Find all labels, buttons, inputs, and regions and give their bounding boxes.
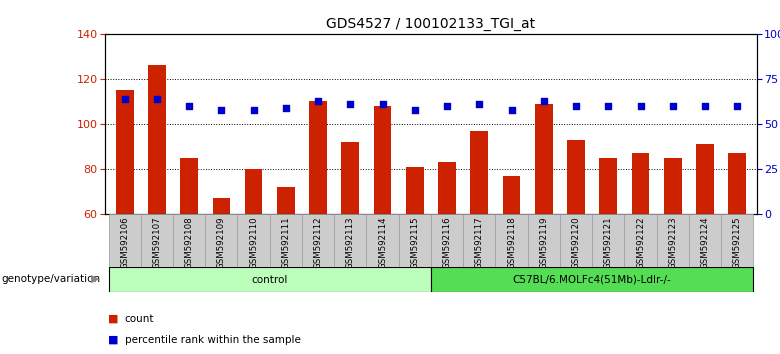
Point [634, 103, 647, 109]
Bar [528, 214, 560, 267]
Point [344, 101, 356, 107]
Text: C57BL/6.MOLFc4(51Mb)-Ldlr-/-: C57BL/6.MOLFc4(51Mb)-Ldlr-/- [512, 275, 672, 285]
Text: GSM592120: GSM592120 [572, 217, 580, 269]
Text: GSM592118: GSM592118 [507, 217, 516, 269]
Point [731, 103, 743, 109]
Text: GSM592109: GSM592109 [217, 217, 226, 269]
Bar [431, 267, 753, 292]
Text: GSM592123: GSM592123 [668, 217, 677, 269]
Bar [237, 214, 270, 267]
Text: GSM592107: GSM592107 [152, 217, 161, 269]
Bar [625, 214, 657, 267]
Point [183, 103, 195, 109]
Point [505, 108, 518, 113]
Bar [599, 158, 617, 214]
Bar [502, 176, 520, 214]
Bar [729, 153, 746, 214]
Text: GSM592110: GSM592110 [249, 217, 258, 269]
Bar [148, 65, 166, 214]
Text: ▶: ▶ [91, 274, 100, 284]
Point [376, 101, 388, 107]
Bar [334, 214, 367, 267]
Bar [277, 187, 295, 214]
Text: ■: ■ [108, 314, 118, 324]
Bar [108, 267, 431, 292]
Bar [374, 106, 392, 214]
Bar [657, 214, 689, 267]
Text: GSM592116: GSM592116 [442, 217, 452, 269]
Bar [535, 104, 553, 214]
Point [699, 103, 711, 109]
Text: GSM592122: GSM592122 [636, 217, 645, 269]
Bar [309, 101, 327, 214]
Point [602, 103, 615, 109]
Bar [560, 214, 592, 267]
Bar [689, 214, 722, 267]
Point [570, 103, 583, 109]
Bar [342, 142, 360, 214]
Bar [463, 214, 495, 267]
Text: GSM592106: GSM592106 [120, 217, 129, 269]
Bar [696, 144, 714, 214]
Bar [495, 214, 528, 267]
Bar [567, 140, 585, 214]
Bar [173, 214, 205, 267]
Point [279, 105, 292, 111]
Text: GSM592117: GSM592117 [475, 217, 484, 269]
Point [215, 108, 228, 113]
Point [151, 96, 163, 102]
Title: GDS4527 / 100102133_TGI_at: GDS4527 / 100102133_TGI_at [326, 17, 536, 31]
Text: GSM592121: GSM592121 [604, 217, 613, 269]
Text: GSM592108: GSM592108 [185, 217, 193, 269]
Point [119, 96, 131, 102]
Bar [108, 214, 140, 267]
Point [409, 108, 421, 113]
Text: GSM592112: GSM592112 [314, 217, 323, 269]
Bar [406, 167, 424, 214]
Point [537, 98, 550, 104]
Bar [399, 214, 431, 267]
Text: GSM592115: GSM592115 [410, 217, 420, 269]
Bar [470, 131, 488, 214]
Text: GSM592124: GSM592124 [700, 217, 710, 269]
Text: genotype/variation: genotype/variation [2, 274, 101, 284]
Bar [302, 214, 334, 267]
Bar [367, 214, 399, 267]
Bar [592, 214, 625, 267]
Text: GSM592114: GSM592114 [378, 217, 387, 269]
Point [473, 101, 486, 107]
Bar [115, 90, 133, 214]
Point [312, 98, 324, 104]
Point [441, 103, 453, 109]
Point [247, 108, 260, 113]
Bar [632, 153, 650, 214]
Text: control: control [251, 275, 288, 285]
Bar [212, 198, 230, 214]
Bar [205, 214, 237, 267]
Text: count: count [125, 314, 154, 324]
Point [667, 103, 679, 109]
Bar [140, 214, 173, 267]
Bar [245, 169, 263, 214]
Text: ■: ■ [108, 335, 118, 345]
Text: GSM592111: GSM592111 [282, 217, 290, 269]
Text: GSM592119: GSM592119 [539, 217, 548, 269]
Bar [270, 214, 302, 267]
Bar [438, 162, 456, 214]
Text: GSM592125: GSM592125 [732, 217, 742, 269]
Bar [722, 214, 753, 267]
Bar [180, 158, 198, 214]
Bar [431, 214, 463, 267]
Bar [664, 158, 682, 214]
Text: GSM592113: GSM592113 [346, 217, 355, 269]
Text: percentile rank within the sample: percentile rank within the sample [125, 335, 300, 345]
